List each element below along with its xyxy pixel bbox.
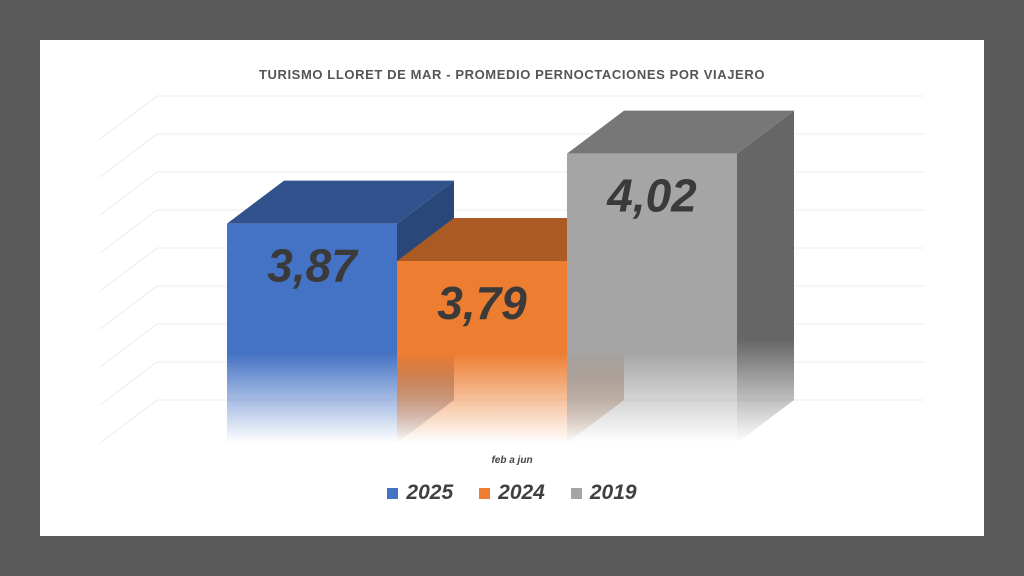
gridline-depth [99, 209, 158, 254]
bar-top-2019 [567, 110, 794, 154]
data-label-2019: 4,02 [606, 170, 697, 222]
data-label-2024: 3,79 [437, 277, 527, 329]
chart-plot-area: 3,87 3,79 4,02 [99, 95, 924, 444]
legend-label-2025: 2025 [406, 481, 454, 504]
bar-front-2025 [227, 223, 397, 443]
gridline-depth [99, 323, 158, 368]
legend-swatch-2025 [387, 487, 399, 499]
gridline-depth [99, 361, 158, 406]
gridline-depth [99, 133, 158, 178]
gridline-depth [99, 247, 158, 292]
gridline-depth [99, 171, 158, 216]
bar-side-2019 [737, 110, 794, 444]
bar-front-2019 [567, 153, 737, 443]
legend-item-2024: 2024 [479, 481, 545, 505]
legend-label-2024: 2024 [498, 481, 545, 504]
bars [227, 110, 794, 444]
bar-2019 [567, 110, 794, 444]
bar-top-2025 [227, 180, 454, 224]
chart-container: TURISMO LLORET DE MAR - PROMEDIO PERNOCT… [40, 40, 984, 536]
chart-legend: 2025 2024 2019 [40, 481, 984, 505]
legend-label-2019: 2019 [589, 481, 637, 504]
legend-item-2019: 2019 [570, 481, 637, 505]
bar-front-2024 [397, 261, 567, 443]
legend-item-2025: 2025 [387, 481, 453, 505]
chart-title: TURISMO LLORET DE MAR - PROMEDIO PERNOCT… [258, 67, 766, 82]
x-category-label: feb a jun [491, 455, 533, 466]
gridline-depth [99, 399, 158, 444]
gridline-depth [99, 95, 158, 140]
gridline-depth [99, 285, 158, 330]
data-label-2025: 3,87 [267, 240, 359, 292]
legend-swatch-2019 [570, 487, 582, 499]
legend-swatch-2024 [479, 487, 491, 499]
